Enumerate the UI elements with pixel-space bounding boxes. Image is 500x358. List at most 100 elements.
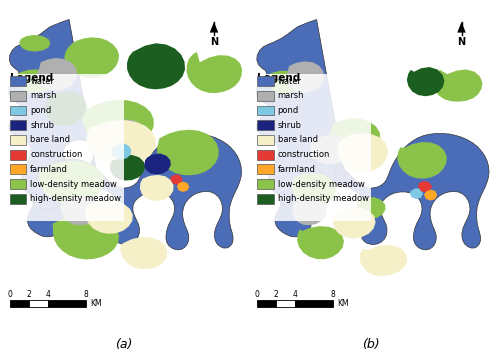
Polygon shape [410, 188, 423, 199]
Polygon shape [8, 20, 241, 250]
Text: low-density meadow: low-density meadow [30, 180, 117, 189]
Text: bare land: bare land [278, 135, 318, 144]
Text: 0: 0 [255, 290, 260, 299]
Bar [276, 300, 295, 307]
Polygon shape [127, 43, 185, 90]
Polygon shape [110, 155, 145, 180]
Text: 0: 0 [8, 290, 12, 299]
Text: 2: 2 [274, 290, 278, 299]
Polygon shape [357, 197, 386, 218]
Bar [10, 91, 26, 101]
Bar [10, 76, 26, 86]
Polygon shape [186, 52, 242, 93]
Polygon shape [100, 119, 146, 153]
Polygon shape [177, 182, 190, 192]
Polygon shape [64, 37, 119, 78]
Bar [10, 120, 26, 130]
Polygon shape [286, 61, 324, 93]
Text: Legend: Legend [10, 73, 53, 83]
Text: low-density meadow: low-density meadow [278, 180, 364, 189]
Polygon shape [424, 190, 438, 200]
Bar [8, 74, 124, 221]
Bar [257, 194, 274, 204]
Bar [257, 120, 274, 130]
Polygon shape [38, 161, 104, 205]
Polygon shape [52, 215, 119, 260]
Bar [257, 76, 274, 86]
Text: N: N [458, 37, 466, 47]
Text: Legend: Legend [257, 73, 300, 83]
Text: high-density meadow: high-density meadow [278, 194, 368, 203]
Bar [10, 179, 26, 189]
Polygon shape [457, 22, 466, 33]
Polygon shape [292, 198, 327, 225]
Text: KM: KM [338, 299, 349, 308]
Polygon shape [330, 118, 380, 157]
Bar [295, 300, 333, 307]
Text: 4: 4 [293, 290, 298, 299]
Bar [10, 106, 26, 116]
Text: (b): (b) [362, 338, 380, 351]
Polygon shape [333, 207, 376, 238]
Polygon shape [170, 174, 182, 185]
Polygon shape [140, 175, 173, 201]
Polygon shape [297, 226, 344, 259]
Polygon shape [256, 20, 489, 250]
Bar [257, 106, 274, 116]
Bar [257, 150, 274, 160]
Text: (a): (a) [115, 338, 132, 351]
Bar [10, 164, 26, 174]
Polygon shape [16, 69, 54, 93]
Bar [257, 135, 274, 145]
Text: KM: KM [90, 299, 102, 308]
Polygon shape [111, 144, 132, 160]
Polygon shape [418, 181, 432, 193]
Polygon shape [360, 245, 408, 276]
Text: high-density meadow: high-density meadow [30, 194, 121, 203]
Text: marsh: marsh [278, 91, 304, 100]
Bar [255, 74, 371, 221]
Text: shrub: shrub [278, 121, 301, 130]
Polygon shape [266, 71, 302, 94]
Polygon shape [310, 135, 350, 164]
Polygon shape [407, 67, 445, 96]
Text: construction: construction [30, 150, 82, 159]
Polygon shape [120, 237, 168, 269]
Polygon shape [338, 133, 388, 173]
Polygon shape [62, 195, 101, 225]
Bar [10, 150, 26, 160]
Bar [10, 300, 29, 307]
Text: 4: 4 [46, 290, 50, 299]
Polygon shape [46, 91, 86, 126]
Text: water: water [278, 77, 301, 86]
Text: 2: 2 [26, 290, 31, 299]
Text: farmland: farmland [278, 165, 316, 174]
Text: 8: 8 [84, 290, 88, 299]
Polygon shape [82, 100, 154, 147]
Polygon shape [86, 120, 156, 166]
Polygon shape [144, 154, 171, 174]
Polygon shape [398, 142, 447, 179]
Text: marsh: marsh [30, 91, 56, 100]
Polygon shape [433, 69, 482, 102]
Text: shrub: shrub [30, 121, 54, 130]
Polygon shape [157, 130, 219, 175]
Text: water: water [30, 77, 54, 86]
Bar [257, 300, 276, 307]
Text: N: N [210, 37, 218, 47]
Polygon shape [210, 22, 218, 33]
Text: pond: pond [278, 106, 299, 115]
Polygon shape [38, 58, 77, 91]
Bar [257, 164, 274, 174]
Text: pond: pond [30, 106, 52, 115]
Text: 8: 8 [331, 290, 336, 299]
Polygon shape [86, 200, 133, 234]
Bar [10, 194, 26, 204]
Bar [10, 135, 26, 145]
Polygon shape [19, 35, 50, 52]
Text: bare land: bare land [30, 135, 70, 144]
Text: farmland: farmland [30, 165, 68, 174]
Bar [29, 300, 48, 307]
Bar [48, 300, 86, 307]
Polygon shape [292, 173, 336, 208]
